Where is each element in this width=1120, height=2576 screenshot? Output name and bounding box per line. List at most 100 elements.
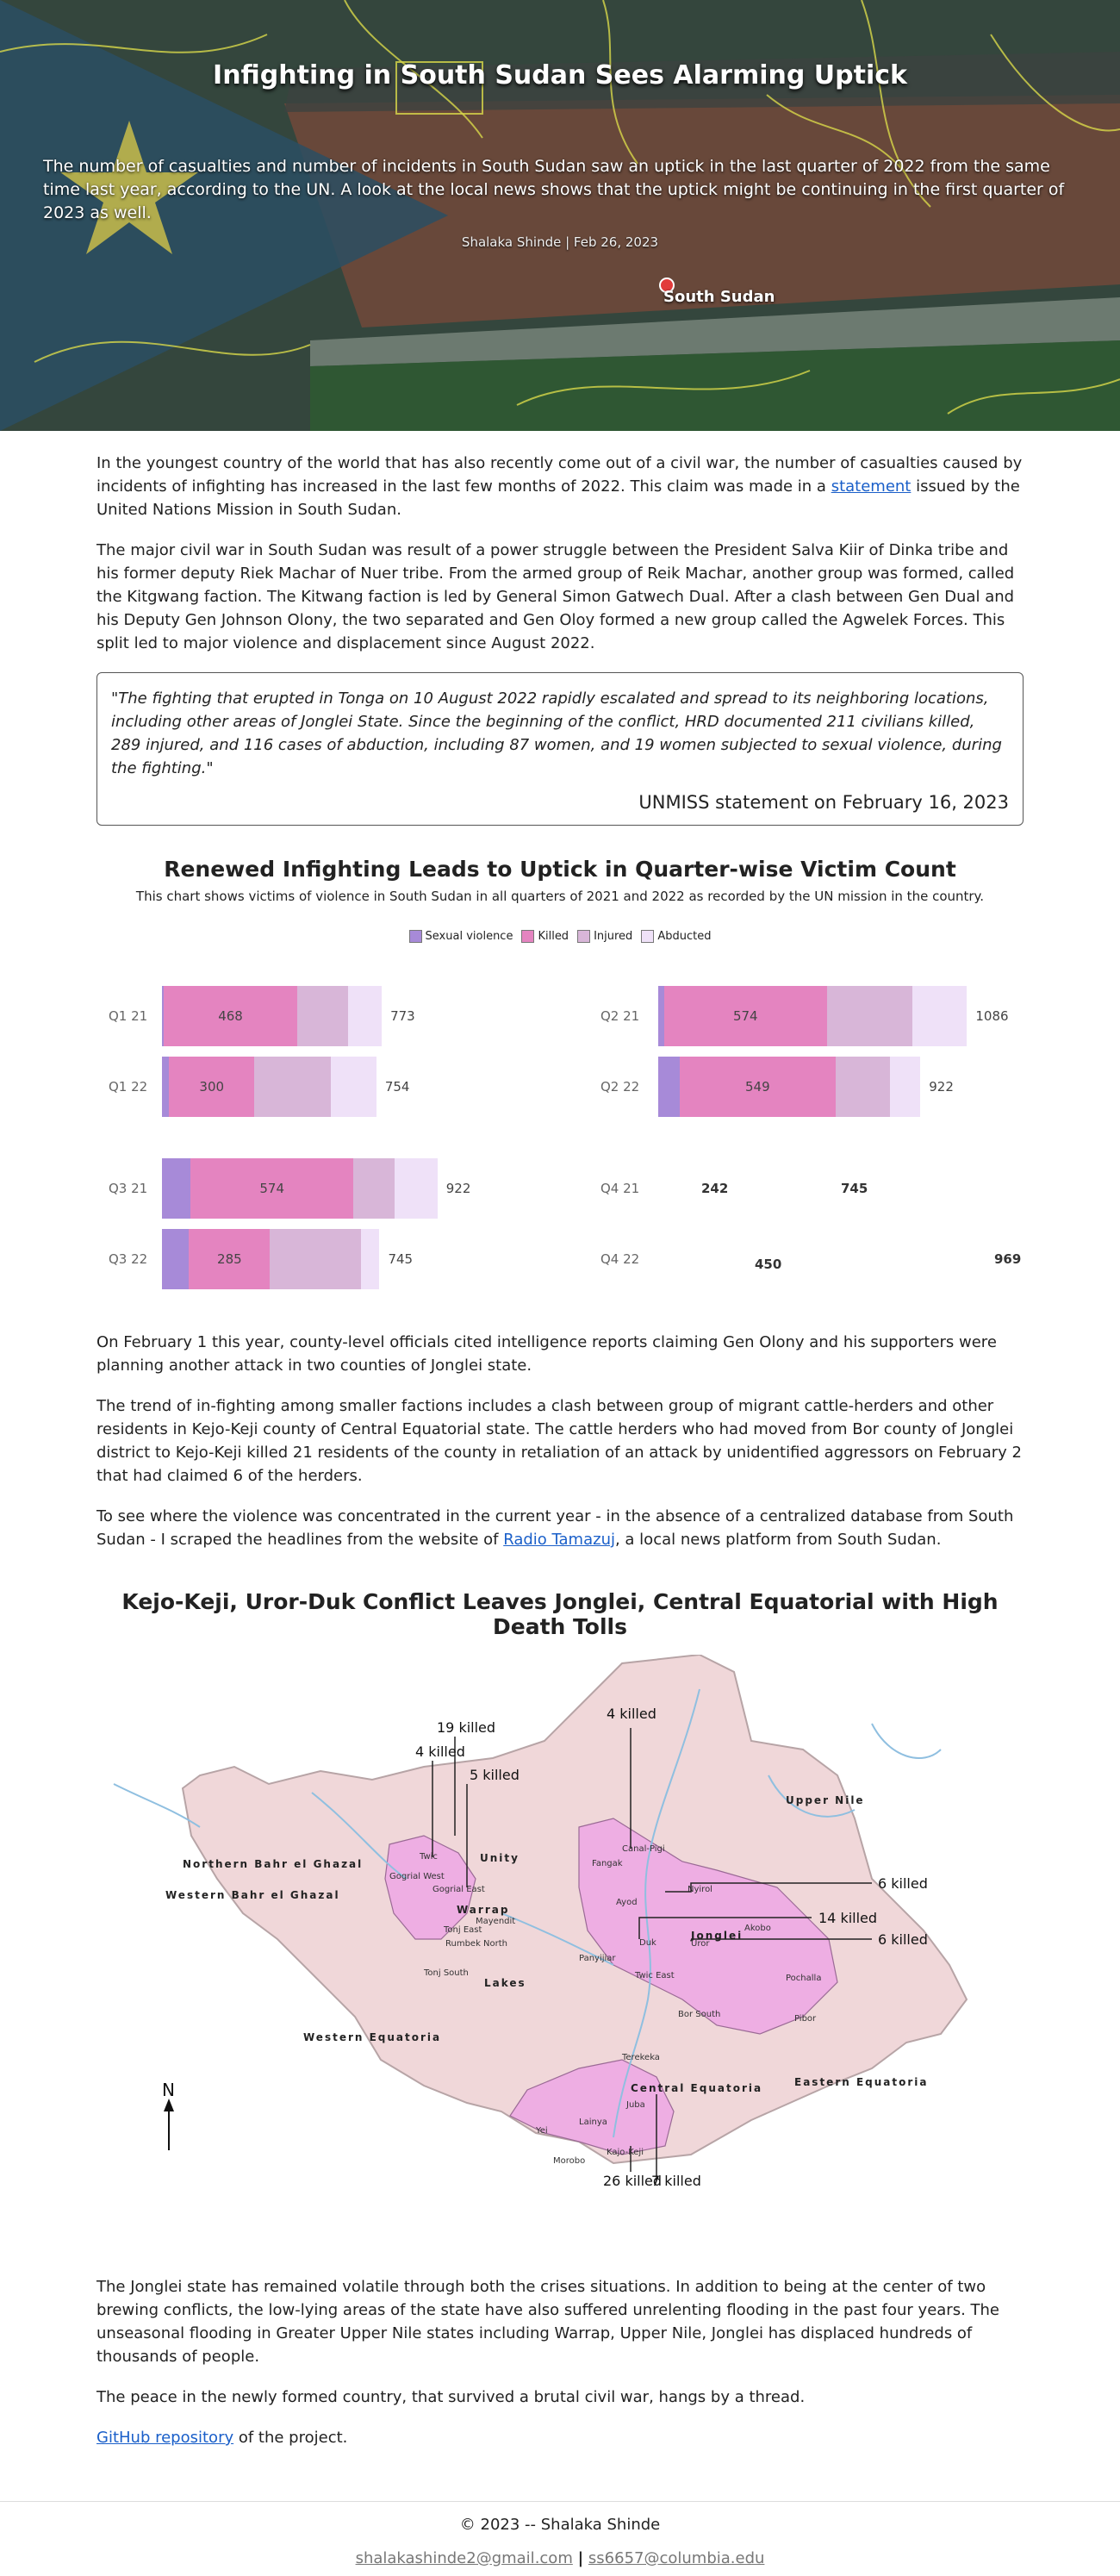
legend-label: Killed [538, 930, 569, 943]
legend-swatch [408, 930, 422, 943]
bar-segment-abducted [395, 1158, 438, 1219]
separator: | [577, 2549, 584, 2567]
county-label: Panyijiar [579, 1954, 616, 1963]
north-label: N [162, 2080, 175, 2100]
q4-value-label: 969 [994, 1251, 1022, 1267]
state-label: Warrap [457, 1904, 509, 1916]
paragraph: On February 1 this year, county-level of… [96, 1333, 997, 1375]
country-outline [181, 1653, 968, 2165]
byline: Shalaka Shinde | Feb 26, 2023 [461, 234, 659, 250]
callout-6-killed-nyirol: 6 killed [878, 1875, 928, 1892]
bar-segment-sexual-violence [658, 1057, 680, 1117]
total-value-label: 922 [929, 1079, 954, 1095]
row-label: Q1 21 [109, 1008, 148, 1024]
row-label: Q2 21 [600, 1008, 640, 1024]
bar-segment-sexual-violence [162, 1158, 190, 1219]
chart-plot-area: Q1 21 468 773 Q1 22 300 754 Q2 21 574 1086 Q2 22 5… [96, 986, 1024, 1305]
legend-item: Sexual violence [408, 930, 513, 943]
conflict-map: Upper Nile Northern Bahr el Ghazal Weste… [96, 1653, 1024, 2249]
bar-segment-sexual-violence [658, 986, 664, 1046]
contact-links: shalakashinde2@gmail.com | ss6657@columb… [0, 2549, 1120, 2567]
county-label: Gogrial West [389, 1872, 445, 1881]
county-label: Yei [535, 2126, 548, 2136]
central-equatoria-highlight [509, 2059, 675, 2155]
row-label: Q3 21 [109, 1181, 148, 1196]
rivers [113, 1688, 942, 2138]
county-label: Tonj South [423, 1968, 469, 1978]
pull-quote: "The fighting that erupted in Tonga on 1… [96, 672, 1024, 826]
bar-segment-abducted [348, 986, 383, 1046]
copyright: © 2023 -- Shalaka Shinde [459, 2516, 661, 2534]
bar-segment-killed [190, 1158, 354, 1219]
legend-item: Killed [521, 930, 569, 943]
paragraph: The Jonglei state has remained volatile … [96, 2278, 1000, 2366]
bar-segment-killed [169, 1057, 255, 1117]
county-label: Morobo [553, 2156, 585, 2166]
state-label: Central Equatoria [631, 2082, 762, 2094]
email-link-columbia[interactable]: ss6657@columbia.edu [588, 2549, 765, 2567]
total-value-label: 745 [388, 1251, 414, 1267]
radio-tamazuj-link[interactable]: Radio Tamazuj [503, 1531, 615, 1549]
county-label: Canal-Pigi [622, 1844, 665, 1854]
county-label: Pochalla [786, 1974, 821, 1983]
callout-14-killed: 14 killed [818, 1910, 877, 1926]
bar-segment-abducted [361, 1229, 380, 1289]
statement-link[interactable]: statement [831, 477, 912, 496]
paragraph: The peace in the newly formed country, t… [96, 2388, 806, 2406]
bar-segment-abducted [889, 1057, 921, 1117]
state-label: Western Bahr el Ghazal [165, 1889, 340, 1901]
bar-segment-killed [679, 1057, 836, 1117]
map-pin-label: South Sudan [663, 288, 775, 306]
map-pin-icon [659, 278, 675, 293]
total-value-label: 922 [445, 1181, 471, 1196]
chart-subtitle: This chart shows victims of violence in … [135, 889, 985, 904]
paragraph: In the youngest country of the world tha… [96, 454, 1023, 519]
bar-segment-sexual-violence [162, 1229, 190, 1289]
legend-label: Injured [594, 930, 633, 943]
legend-swatch [641, 930, 655, 943]
bar-segment-abducted [912, 986, 968, 1046]
article-body: In the youngest country of the world tha… [96, 431, 1024, 2449]
callout-26-killed: 26 killed [603, 2173, 662, 2189]
north-arrow-head-icon [164, 2099, 174, 2111]
legend-label: Abducted [657, 930, 712, 943]
github-link[interactable]: GitHub repository [96, 2429, 234, 2447]
county-label: Twic [419, 1852, 438, 1862]
legend-item: Abducted [641, 930, 711, 943]
callout-19-killed: 19 killed [437, 1719, 495, 1736]
email-link-gmail[interactable]: shalakashinde2@gmail.com [355, 2549, 573, 2567]
total-value-label: 754 [384, 1079, 410, 1095]
killed-value-label: 285 [217, 1251, 242, 1267]
row-label: Q4 22 [600, 1251, 640, 1267]
county-label: Lainya [579, 2118, 607, 2127]
bar-segment-injured [835, 1057, 890, 1117]
callout-7-killed: 7 killed [651, 2173, 701, 2189]
hero-background-image [0, 0, 1120, 431]
county-label: Juba [625, 2100, 645, 2110]
callout-4-killed: 4 killed [415, 1743, 465, 1760]
legend-swatch [577, 930, 591, 943]
row-label: Q3 22 [109, 1251, 148, 1267]
article-lede: The number of casualties and number of i… [43, 157, 1065, 222]
bar-segment-killed [663, 986, 827, 1046]
state-label: Unity [480, 1852, 520, 1864]
state-label: Western Equatoria [303, 2031, 441, 2043]
paragraph: To see where the violence was concentrat… [96, 1507, 1014, 1549]
bar-segment-abducted [331, 1057, 376, 1117]
county-label: Mayendit [476, 1917, 515, 1926]
south-sudan-map: Upper Nile Northern Bahr el Ghazal Weste… [113, 1653, 968, 2189]
bar-segment-killed [164, 986, 297, 1046]
callout-6-killed-uror: 6 killed [878, 1931, 928, 1948]
bar-segment-sexual-violence [162, 1057, 170, 1117]
article-title: Infighting in South Sudan Sees Alarming … [213, 60, 907, 90]
total-value-label: 1086 [975, 1008, 1009, 1024]
state-label: Upper Nile [786, 1794, 865, 1806]
callout-lines [432, 1728, 872, 2180]
row-label: Q2 22 [600, 1079, 640, 1095]
bar-segment-injured [353, 1158, 395, 1219]
q4-value-label: 242 [701, 1181, 729, 1196]
bar-segment-injured [270, 1229, 361, 1289]
county-label: Ayod [616, 1898, 638, 1907]
bar-segment-injured [296, 986, 349, 1046]
killed-value-label: 549 [745, 1079, 770, 1095]
